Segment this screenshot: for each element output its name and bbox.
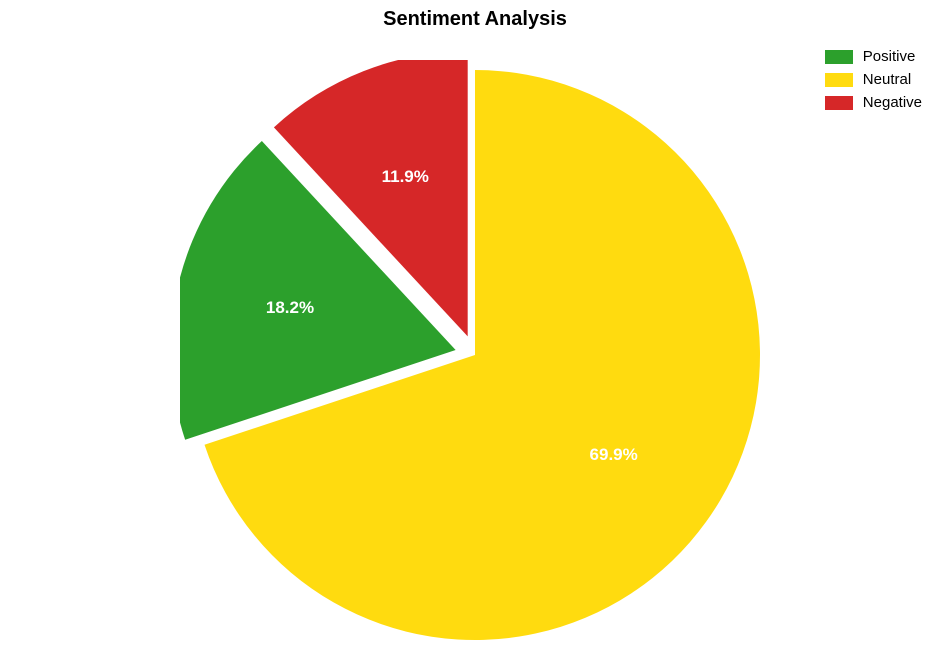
pie-svg (180, 60, 770, 650)
legend-item-positive: Positive (825, 48, 922, 65)
legend-label-negative: Negative (863, 94, 922, 111)
legend-label-positive: Positive (863, 48, 916, 65)
pie-chart: 69.9% 18.2% 11.9% (180, 60, 770, 650)
slice-label-positive: 18.2% (266, 298, 314, 318)
legend-item-neutral: Neutral (825, 71, 922, 88)
chart-legend: Positive Neutral Negative (825, 48, 922, 117)
legend-label-neutral: Neutral (863, 71, 911, 88)
legend-swatch-neutral (825, 73, 853, 87)
slice-label-neutral: 69.9% (590, 445, 638, 465)
legend-swatch-positive (825, 50, 853, 64)
chart-title: Sentiment Analysis (0, 8, 950, 31)
legend-item-negative: Negative (825, 94, 922, 111)
slice-label-negative: 11.9% (382, 167, 429, 187)
legend-swatch-negative (825, 96, 853, 110)
